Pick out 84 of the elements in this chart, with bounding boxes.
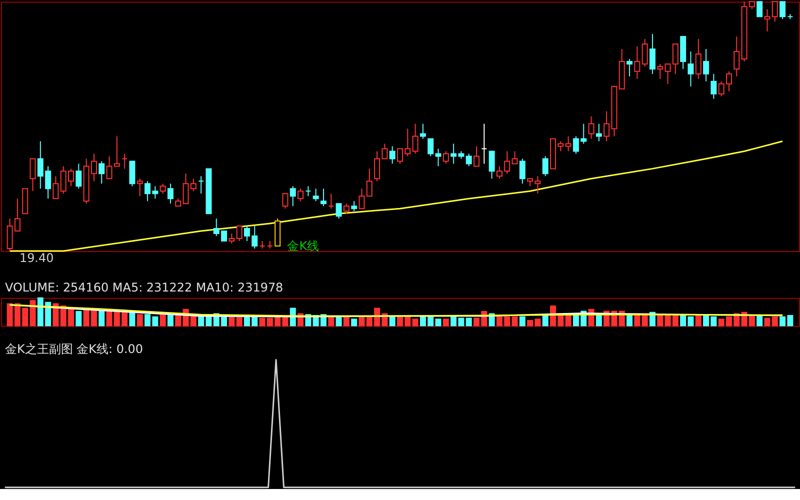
candlestick	[657, 63, 664, 80]
candlestick	[167, 183, 174, 204]
candlestick	[412, 123, 418, 154]
candlestick	[649, 34, 656, 74]
candlestick	[688, 50, 694, 87]
candlestick	[312, 188, 319, 202]
bar	[160, 314, 166, 326]
candlestick	[30, 158, 36, 192]
candlestick	[588, 116, 594, 140]
bar	[175, 314, 182, 326]
candlestick	[428, 138, 434, 157]
candlestick	[236, 226, 242, 242]
candlestick	[52, 176, 59, 200]
annotation: 19.40	[19, 250, 54, 265]
candlestick	[474, 146, 480, 167]
bar	[695, 314, 702, 326]
bar	[167, 314, 174, 326]
candlestick	[519, 158, 526, 184]
candlestick	[435, 148, 442, 167]
bar	[343, 316, 350, 326]
bar	[30, 300, 36, 326]
bar	[389, 316, 396, 326]
candlestick	[98, 160, 105, 184]
candlestick	[328, 193, 334, 210]
candlestick	[198, 176, 204, 194]
bar	[351, 318, 358, 326]
candlestick	[710, 73, 717, 100]
bar	[466, 318, 472, 326]
candlestick	[160, 183, 166, 194]
bar	[435, 318, 442, 326]
candlestick	[634, 46, 640, 80]
bar	[512, 316, 518, 326]
candlestick	[76, 163, 82, 190]
candlestick	[389, 146, 396, 164]
candlestick	[512, 150, 518, 164]
candlestick	[756, 1, 763, 18]
candlestick	[343, 203, 350, 214]
bar	[542, 314, 548, 326]
candlestick	[366, 168, 372, 197]
candlestick	[488, 150, 495, 180]
candlestick	[320, 188, 326, 207]
candlestick	[282, 193, 288, 210]
candlestick	[626, 58, 633, 77]
candlestick	[358, 188, 365, 210]
candlestick	[129, 160, 136, 187]
bar	[442, 318, 449, 326]
bar	[76, 311, 82, 326]
bar	[772, 316, 778, 326]
candlestick	[442, 150, 449, 164]
bar	[626, 314, 633, 326]
bar	[764, 318, 770, 326]
chart-title: 金K之王副图 金K线: 0.00	[4, 342, 143, 356]
candlestick	[734, 36, 740, 77]
bar	[136, 314, 143, 326]
candlestick	[565, 136, 572, 152]
candlestick	[305, 186, 312, 197]
bar	[336, 316, 342, 326]
candlestick	[420, 123, 426, 140]
bar	[228, 316, 235, 326]
candlestick	[228, 233, 235, 244]
candlestick	[764, 8, 770, 32]
candlestick	[703, 48, 710, 82]
candlestick	[642, 38, 648, 67]
bar	[236, 316, 242, 326]
candlestick	[780, 1, 786, 20]
bar	[412, 318, 418, 326]
bar	[328, 316, 334, 326]
annotation: 金K线	[287, 238, 320, 253]
candlestick	[481, 123, 488, 164]
candlestick	[466, 153, 472, 167]
candlestick	[298, 188, 304, 202]
bar	[98, 311, 105, 326]
bar	[657, 314, 664, 326]
chart-title: VOLUME: 254160 MA5: 231222 MA10: 231978	[4, 280, 284, 294]
candlestick	[351, 200, 358, 212]
candlestick	[136, 178, 143, 197]
candlestick	[596, 123, 602, 142]
candlestick	[336, 203, 342, 220]
candlestick	[122, 153, 128, 170]
candlestick	[695, 38, 702, 80]
bar	[519, 316, 526, 326]
candlestick	[290, 186, 296, 207]
bar	[756, 314, 763, 326]
candlestick	[542, 156, 548, 177]
